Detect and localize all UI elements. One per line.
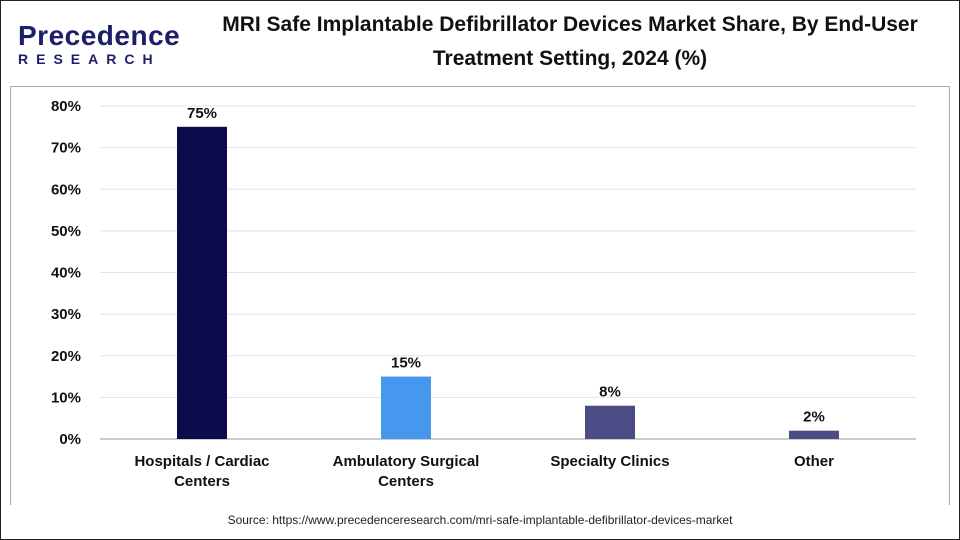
- y-tick-label: 0%: [59, 431, 81, 448]
- x-tick-label: Specialty Clinics: [550, 453, 669, 470]
- source-note: Source: https://www.precedenceresearch.c…: [227, 513, 733, 527]
- logo-line2: RESEARCH: [18, 51, 161, 67]
- data-label: 2%: [803, 409, 825, 426]
- y-tick-label: 70%: [51, 140, 81, 157]
- y-tick-label: 10%: [51, 389, 81, 406]
- y-tick-label: 30%: [51, 306, 81, 323]
- data-label: 75%: [187, 105, 217, 122]
- x-tick-label: Ambulatory Surgical: [333, 453, 480, 470]
- y-tick-label: 60%: [51, 181, 81, 198]
- y-tick-label: 20%: [51, 348, 81, 365]
- chart-title: MRI Safe Implantable Defibrillator Devic…: [222, 13, 918, 70]
- data-label: 8%: [599, 384, 621, 401]
- logo-line1: Precedence: [18, 20, 181, 51]
- x-tick-label: Hospitals / Cardiac: [134, 453, 269, 470]
- bar: [789, 430, 839, 439]
- x-tick-label: Other: [794, 453, 834, 470]
- y-tick-label: 40%: [51, 265, 81, 282]
- y-tick-label: 80%: [51, 98, 81, 115]
- bar: [381, 376, 431, 439]
- x-tick-label: Centers: [378, 473, 434, 490]
- bar: [585, 405, 635, 439]
- y-tick-label: 50%: [51, 223, 81, 240]
- bar: [177, 126, 227, 439]
- logo: Precedence RESEARCH: [18, 20, 181, 68]
- plot-area-border: [10, 86, 950, 505]
- x-tick-label: Centers: [174, 473, 230, 490]
- data-label: 15%: [391, 355, 421, 372]
